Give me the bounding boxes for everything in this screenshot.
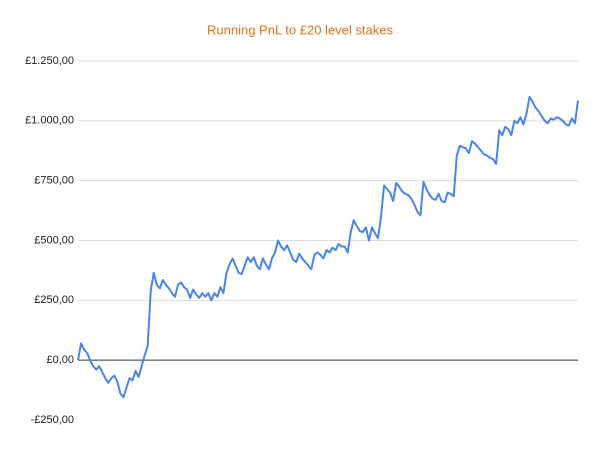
y-tick-label: £1.250,00: [25, 55, 74, 67]
y-tick-label: £1.000,00: [25, 115, 74, 127]
y-tick-label: £250,00: [34, 294, 74, 306]
chart-title: Running PnL to £20 level stakes: [207, 22, 393, 37]
y-tick-label: £0,00: [46, 354, 74, 366]
y-tick-label: -£250,00: [31, 414, 74, 426]
y-tick-label: £500,00: [34, 234, 74, 246]
pnl-line: [77, 95, 579, 399]
y-tick-label: £750,00: [34, 175, 74, 187]
